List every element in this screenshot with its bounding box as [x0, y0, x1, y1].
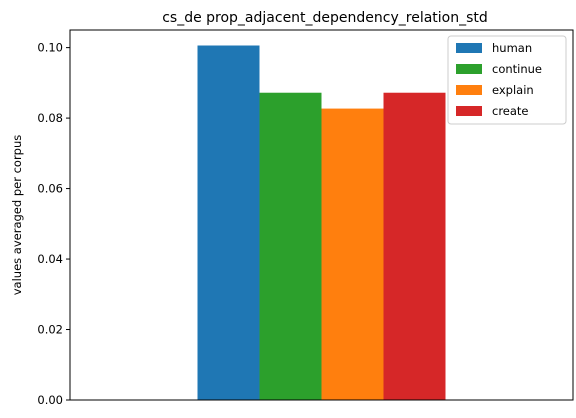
bar-continue — [259, 92, 322, 400]
plot-frame — [69, 29, 574, 401]
y-tick-label: 0.06 — [37, 182, 63, 196]
legend-label-continue: continue — [492, 62, 542, 76]
legend-swatch-explain — [456, 85, 482, 95]
bars-group — [197, 45, 446, 400]
legend-swatch-continue — [456, 64, 482, 74]
bar-human — [197, 45, 260, 400]
bar-explain — [321, 108, 384, 400]
y-tick-label: 0.00 — [37, 393, 63, 407]
legend: human continue explain create — [447, 35, 567, 125]
legend-frame — [447, 35, 567, 125]
y-axis: 0.00 0.02 0.04 0.06 0.08 0.10 — [37, 41, 70, 407]
legend-label-human: human — [492, 41, 532, 55]
legend-swatch-create — [456, 106, 482, 116]
y-tick-label: 0.08 — [37, 111, 63, 125]
y-tick-label: 0.02 — [37, 323, 63, 337]
legend-swatch-human — [456, 43, 482, 53]
legend-label-explain: explain — [492, 83, 534, 97]
legend-label-create: create — [492, 104, 529, 118]
bar-create — [383, 92, 446, 400]
chart-title: cs_de prop_adjacent_dependency_relation_… — [162, 10, 488, 26]
y-tick-label: 0.10 — [37, 41, 63, 55]
y-axis-label: values averaged per corpus — [10, 135, 24, 296]
y-tick-label: 0.04 — [37, 252, 63, 266]
